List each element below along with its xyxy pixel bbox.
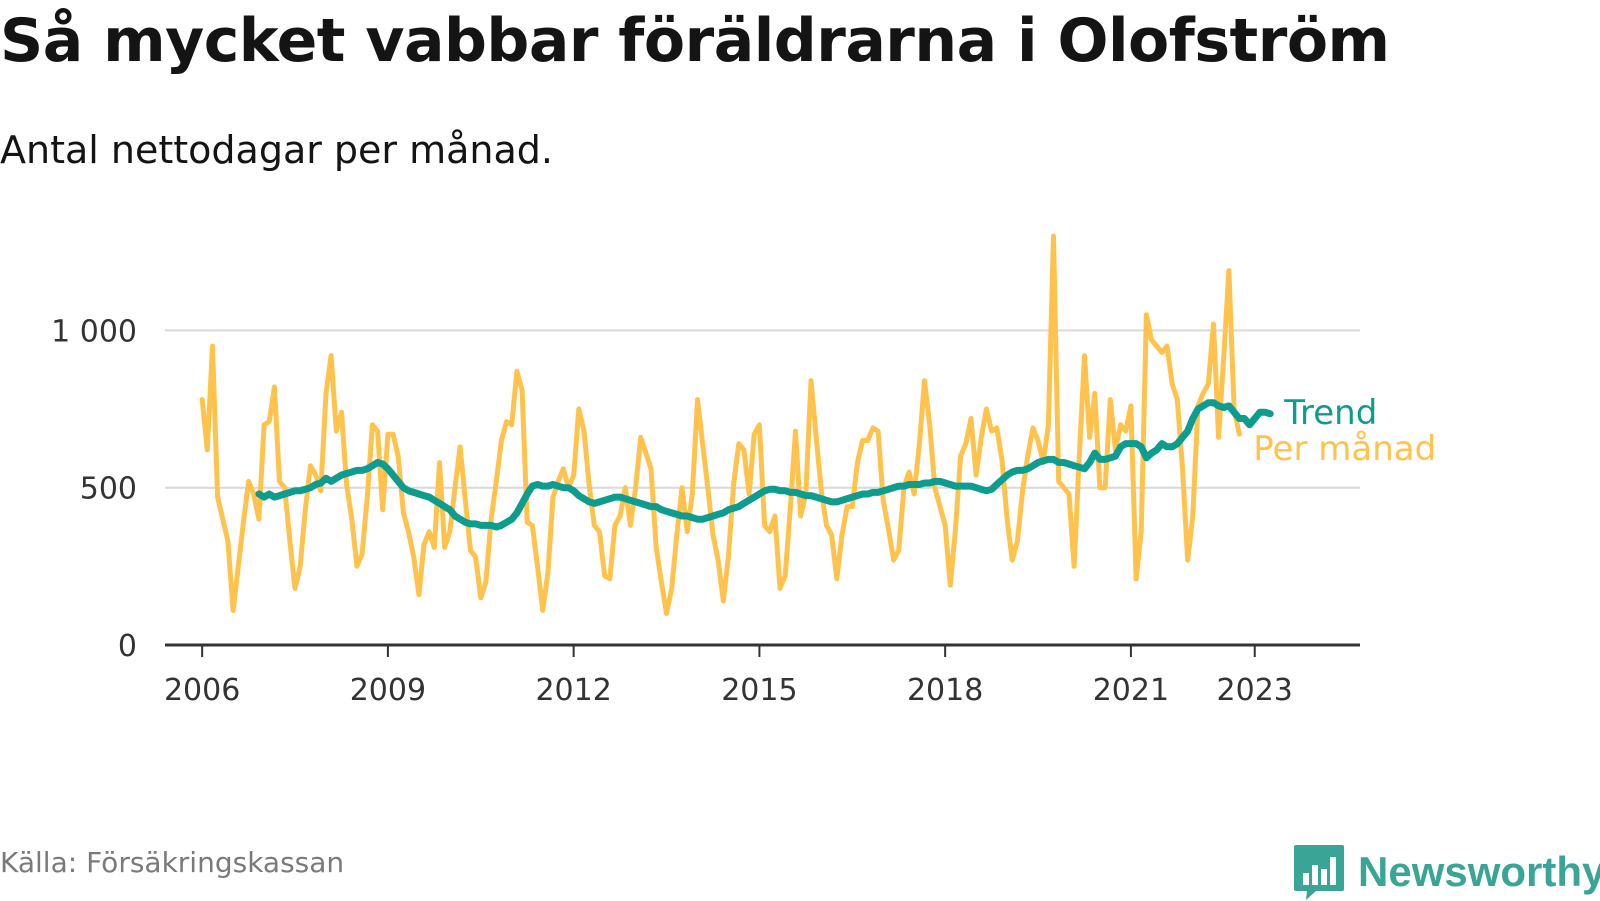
y-tick-label: 1 000 [51, 314, 137, 349]
x-tick-label: 2018 [907, 673, 983, 708]
bar-chart-bubble-icon [1294, 845, 1344, 900]
x-tick-label: 2006 [164, 673, 240, 708]
series-label-trend: Trend [1283, 393, 1377, 433]
x-tick-label: 2023 [1217, 673, 1293, 708]
series-lines [199, 233, 1274, 616]
x-axis-ticks: 2006 2009 2012 2015 2018 2021 2023 [164, 645, 1293, 708]
series-line-per-manad [199, 233, 1242, 616]
x-tick-label: 2021 [1093, 673, 1169, 708]
series-line-trend [255, 399, 1274, 531]
brand-name: Newsworthy [1358, 848, 1600, 895]
newsworthy-logo[interactable]: Newsworthy [1292, 843, 1600, 901]
x-tick-label: 2015 [721, 673, 797, 708]
x-tick-label: 2009 [350, 673, 426, 708]
y-tick-label: 0 [118, 629, 137, 664]
y-axis-ticks: 0 500 1 000 [51, 314, 137, 664]
x-tick-label: 2012 [535, 673, 611, 708]
series-label-per-manad: Per månad [1253, 429, 1436, 469]
chart-title: Så mycket vabbar föräldrarna i Olofström [0, 6, 1390, 76]
chart-subtitle: Antal nettodagar per månad. [0, 128, 554, 172]
y-tick-label: 500 [80, 472, 137, 507]
source-note: Källa: Försäkringskassan [0, 846, 345, 879]
